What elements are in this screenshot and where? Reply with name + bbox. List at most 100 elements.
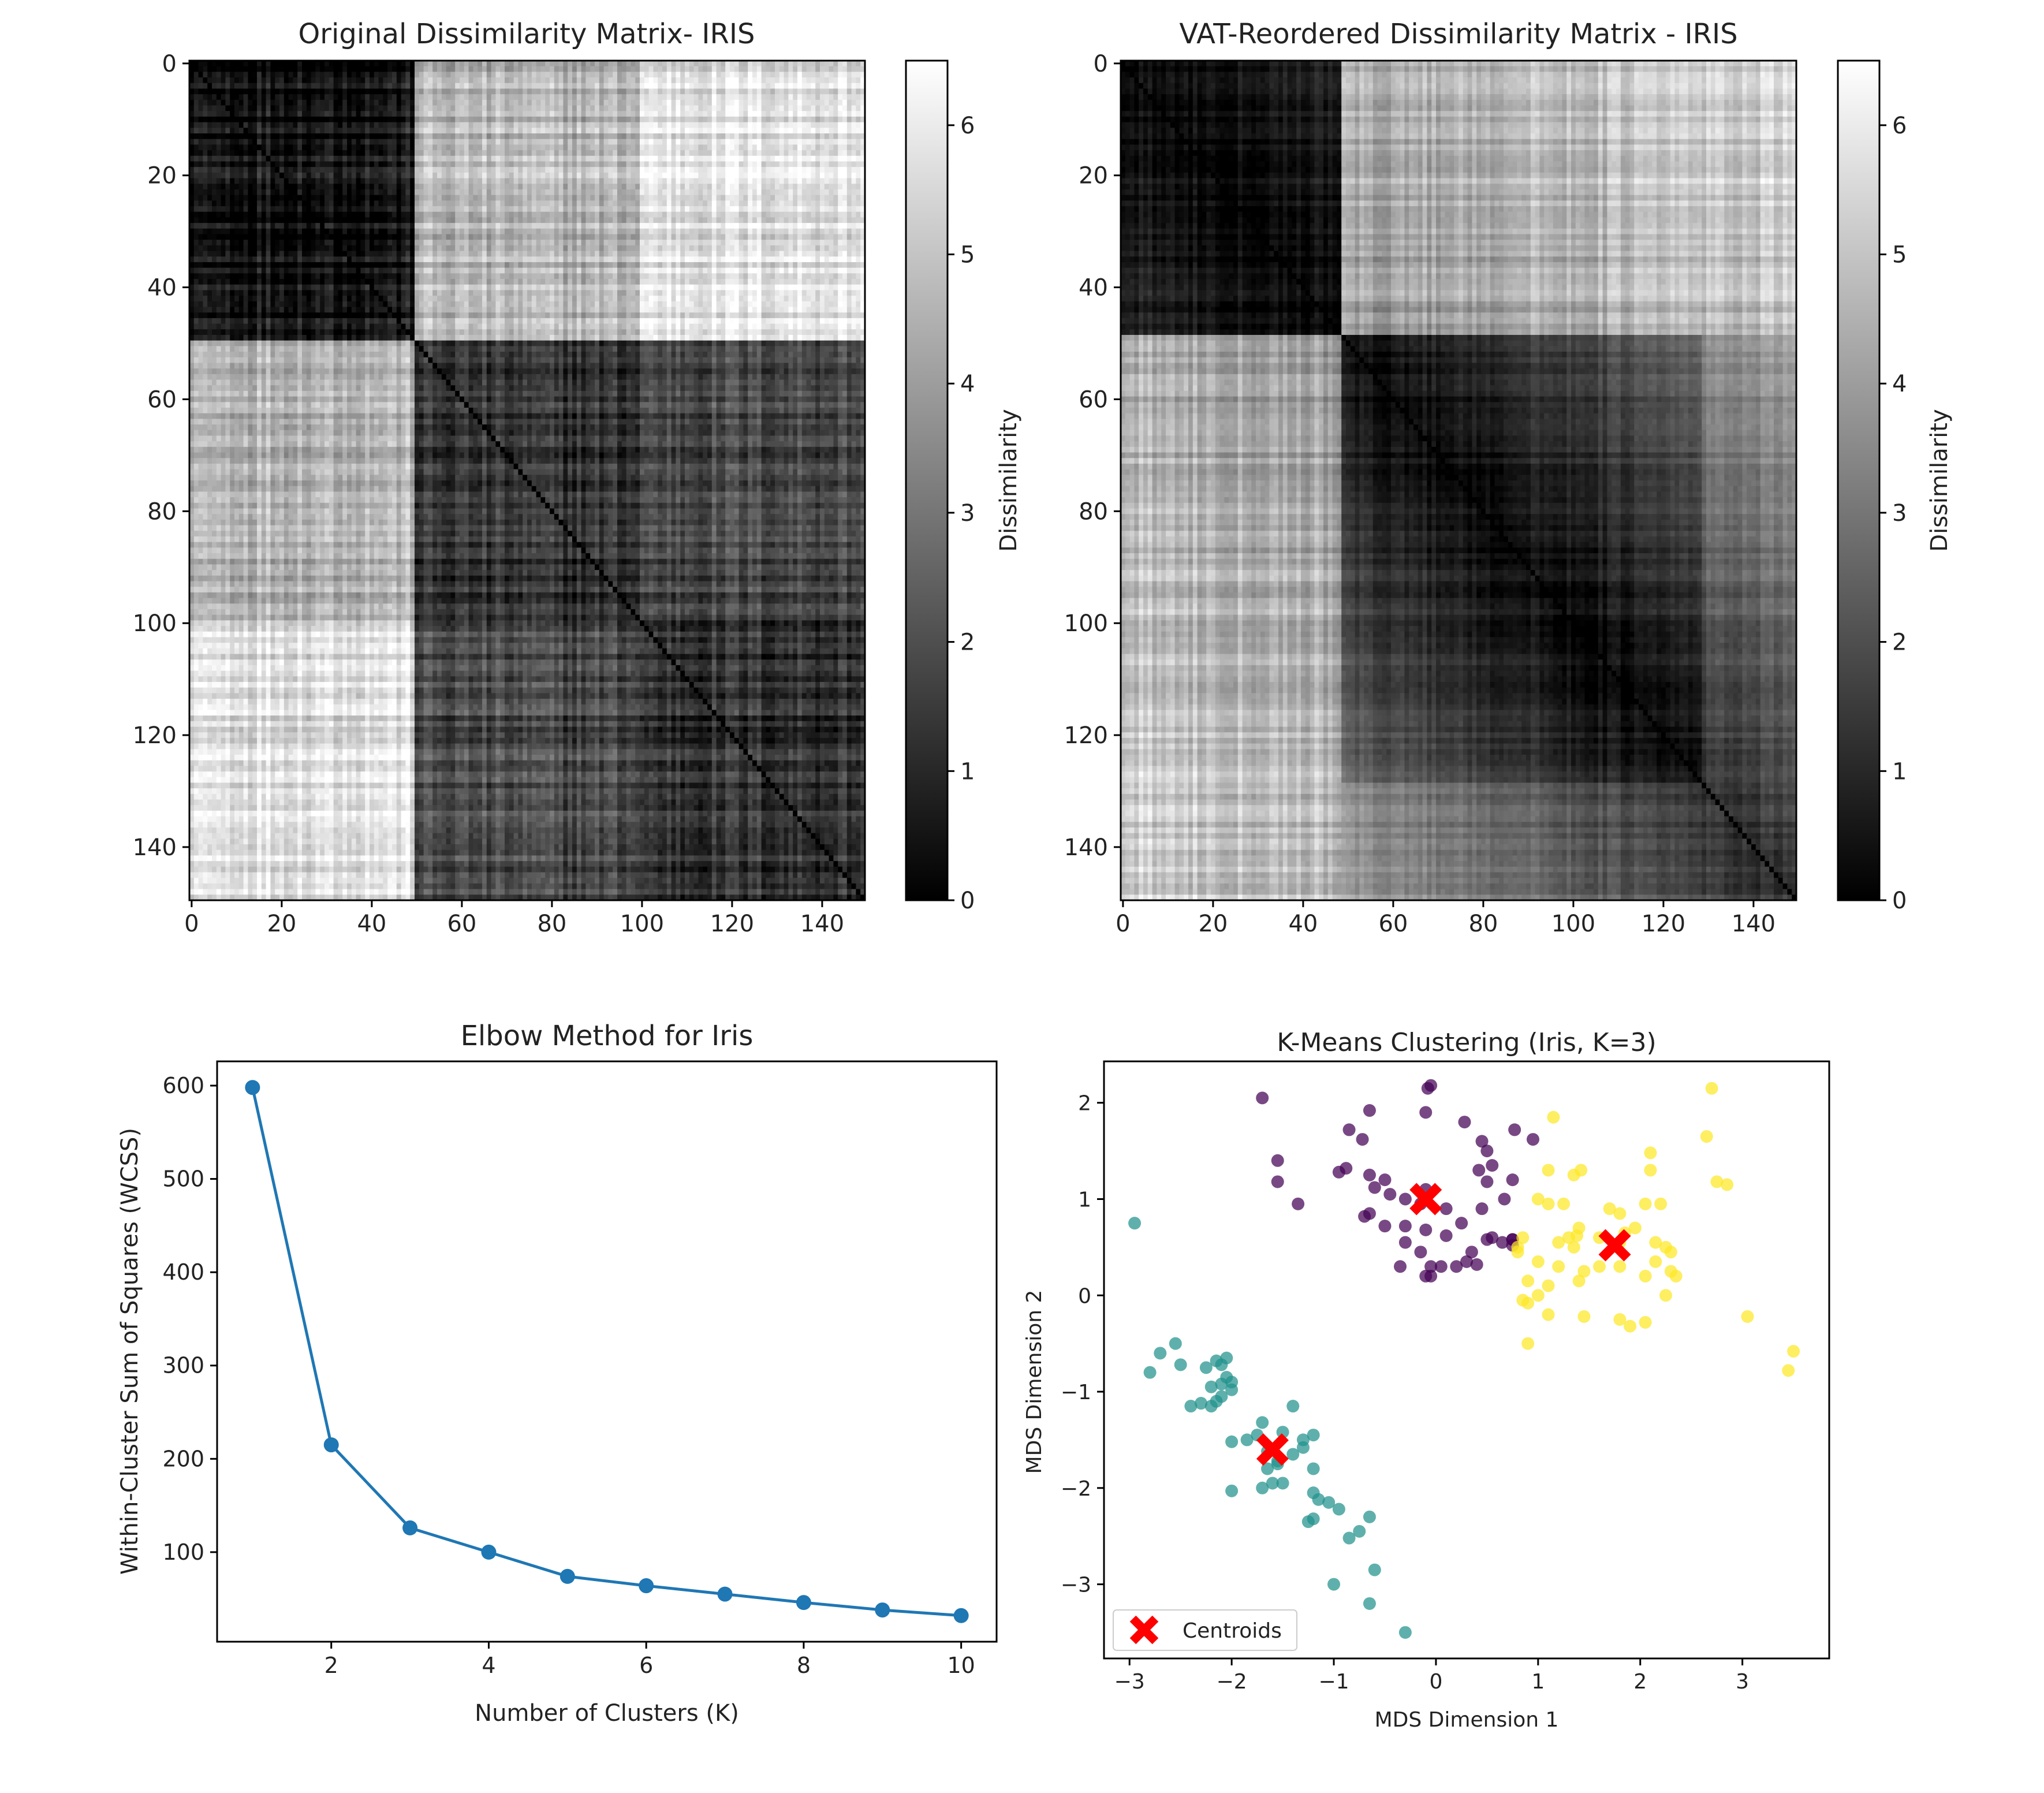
heatmap-cell: [329, 66, 334, 72]
heatmap-cell: [230, 77, 234, 83]
heatmap-cell: [212, 77, 217, 83]
heatmap-cell: [626, 61, 631, 66]
heatmap-cell: [667, 77, 672, 83]
heatmap-cell: [464, 61, 469, 66]
heatmap-cell: [784, 61, 789, 66]
heatmap-cell: [797, 66, 802, 72]
heatmap-cell: [635, 66, 640, 72]
heatmap-cell: [514, 83, 519, 89]
heatmap-cell: [730, 66, 734, 72]
heatmap-cell: [311, 72, 316, 77]
heatmap-original-cells: [189, 61, 866, 901]
heatmap-cell: [491, 83, 496, 89]
heatmap-cell: [807, 61, 811, 66]
heatmap-cell: [585, 77, 590, 83]
heatmap-cell: [469, 61, 473, 66]
heatmap-cell: [320, 77, 324, 83]
heatmap-cell: [590, 77, 595, 83]
heatmap-cell: [572, 61, 577, 66]
heatmap-cell: [694, 66, 699, 72]
heatmap-cell: [234, 77, 239, 83]
heatmap-cell: [478, 66, 482, 72]
heatmap-cell: [563, 77, 568, 83]
heatmap-cell: [307, 77, 311, 83]
heatmap-cell: [833, 66, 838, 72]
heatmap-cell: [387, 61, 392, 66]
heatmap-cell: [203, 83, 207, 89]
heatmap-cell: [270, 61, 275, 66]
heatmap-cell: [446, 77, 451, 83]
heatmap-cell: [347, 66, 352, 72]
heatmap-cell: [239, 72, 244, 77]
heatmap-cell: [568, 72, 572, 77]
heatmap-cell: [244, 61, 248, 66]
heatmap-cell: [640, 77, 644, 83]
heatmap-cell: [784, 77, 789, 83]
heatmap-cell: [838, 77, 842, 83]
heatmap-cell: [815, 77, 820, 83]
heatmap-cell: [428, 77, 432, 83]
heatmap-cell: [829, 77, 834, 83]
heatmap-cell: [478, 61, 482, 66]
heatmap-cell: [676, 61, 680, 66]
heatmap-cell: [324, 66, 329, 72]
heatmap-cell: [554, 61, 559, 66]
heatmap-cell: [518, 83, 523, 89]
heatmap-cell: [514, 72, 519, 77]
heatmap-cell: [568, 61, 572, 66]
heatmap-cell: [581, 66, 586, 72]
heatmap-cell: [415, 61, 419, 66]
heatmap-cell: [581, 77, 586, 83]
heatmap-cell: [473, 83, 478, 89]
heatmap-cell: [545, 77, 550, 83]
heatmap-cell: [383, 72, 387, 77]
heatmap-cell: [617, 61, 622, 66]
heatmap-cell: [248, 61, 252, 66]
heatmap-cell: [694, 77, 699, 83]
heatmap-cell: [217, 66, 221, 72]
heatmap-cell: [825, 77, 829, 83]
heatmap-cell: [199, 72, 203, 77]
heatmap-cell: [550, 72, 554, 77]
heatmap-cell: [297, 66, 302, 72]
heatmap-cell: [410, 61, 415, 66]
heatmap-cell: [203, 77, 207, 83]
heatmap-cell: [334, 66, 338, 72]
heatmap-cell: [527, 66, 532, 72]
heatmap-cell: [410, 77, 415, 83]
heatmap-cell: [307, 66, 311, 72]
heatmap-cell: [577, 61, 581, 66]
heatmap-cell: [392, 61, 397, 66]
heatmap-cell: [284, 77, 289, 83]
heatmap-cell: [532, 77, 536, 83]
heatmap-cell: [293, 72, 297, 77]
heatmap-cell: [838, 72, 842, 77]
heatmap-cell: [338, 61, 342, 66]
heatmap-cell: [491, 72, 496, 77]
heatmap-cell: [838, 61, 842, 66]
heatmap-cell: [523, 66, 527, 72]
heatmap-cell: [392, 66, 397, 72]
heatmap-cell: [225, 83, 230, 89]
heatmap-cell: [302, 66, 307, 72]
heatmap-cell: [762, 72, 766, 77]
heatmap-cell: [595, 66, 599, 72]
heatmap-cell: [707, 72, 712, 77]
heatmap-cell: [536, 66, 541, 72]
heatmap-cell: [207, 72, 212, 77]
heatmap-cell: [365, 77, 370, 83]
heatmap-cell: [523, 72, 527, 77]
heatmap-cell: [595, 77, 599, 83]
heatmap-cell: [554, 83, 559, 89]
heatmap-cell: [743, 77, 748, 83]
heatmap-cell: [217, 77, 221, 83]
heatmap-cell: [338, 77, 342, 83]
heatmap-cell: [374, 77, 379, 83]
heatmap-cell: [550, 66, 554, 72]
heatmap-cell: [585, 66, 590, 72]
heatmap-cell: [442, 61, 446, 66]
heatmap-cell: [415, 66, 419, 72]
heatmap-cell: [487, 83, 491, 89]
heatmap-cell: [509, 83, 514, 89]
heatmap-cell: [387, 77, 392, 83]
